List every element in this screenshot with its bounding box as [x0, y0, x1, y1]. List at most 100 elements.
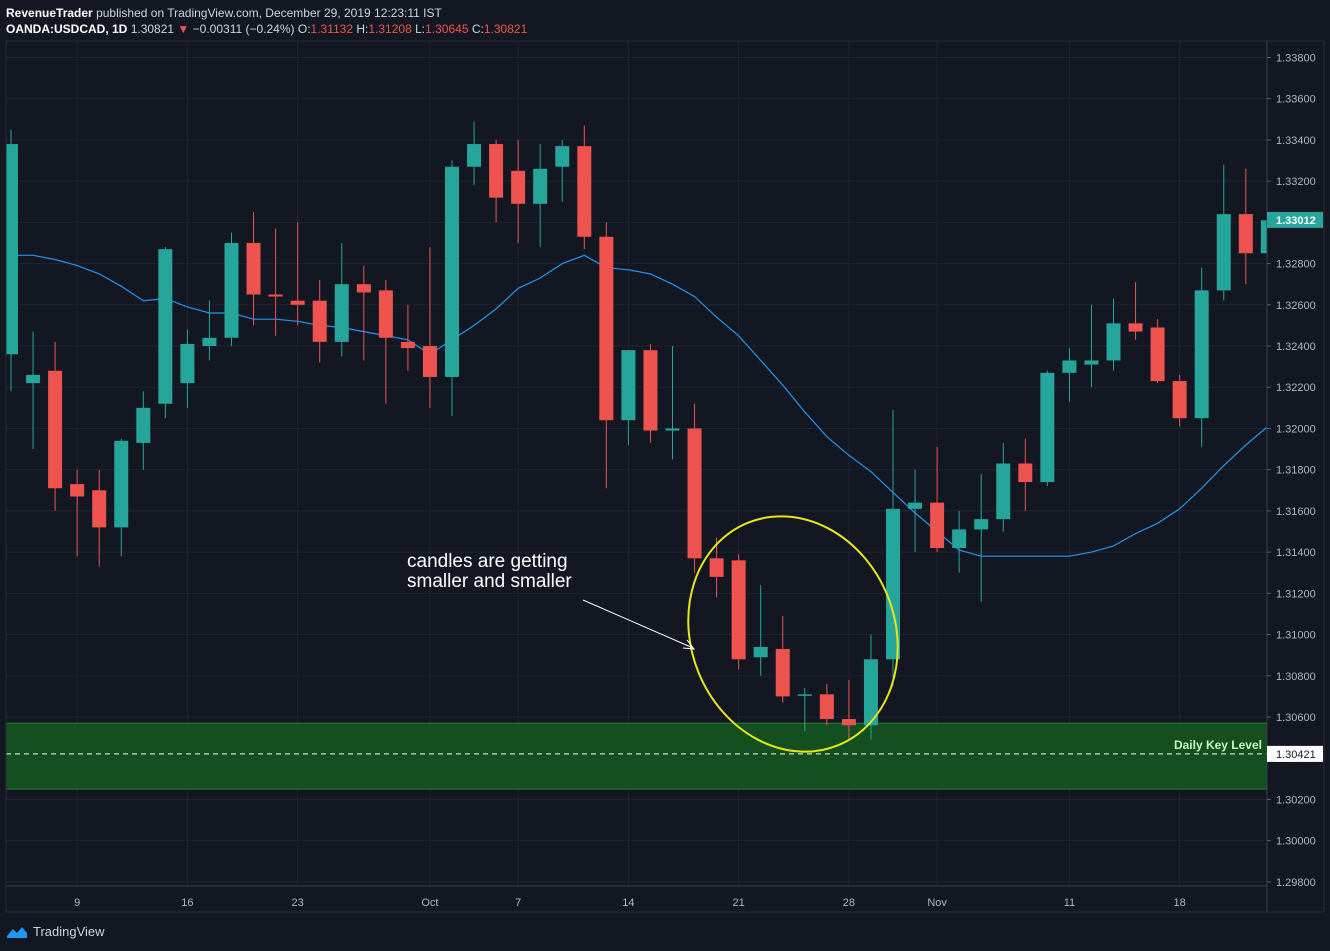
time-tick-label: 23 — [292, 897, 304, 909]
candle — [290, 222, 305, 326]
change-down-icon: ▼ — [177, 22, 190, 36]
candle-body — [511, 170, 526, 204]
candle — [92, 469, 107, 567]
candle-body — [422, 346, 437, 377]
candle — [577, 125, 592, 250]
chart-frame — [5, 40, 1325, 913]
annotation-arrow — [582, 599, 694, 649]
candle-body — [1150, 327, 1165, 382]
time-tick-label: Nov — [927, 897, 947, 909]
candle-body — [445, 166, 459, 377]
price-tick-label: 1.31400 — [1276, 547, 1316, 559]
candle — [400, 304, 415, 371]
candle — [775, 616, 790, 703]
time-tick-label: Oct — [421, 897, 438, 909]
time-tick-label: 21 — [733, 897, 745, 909]
candle-body — [1106, 323, 1121, 361]
candle — [797, 688, 812, 732]
price-tick-label: 1.29800 — [1276, 877, 1316, 889]
time-tick-label: 14 — [622, 897, 634, 909]
price-tick-label: 1.32000 — [1276, 423, 1316, 435]
candle-body — [930, 502, 945, 548]
candle — [246, 212, 261, 326]
candle — [996, 442, 1011, 532]
price-tick-label: 1.30000 — [1276, 836, 1316, 848]
price-tick-label: 1.30800 — [1276, 671, 1316, 683]
price-tick-label: 1.31200 — [1276, 588, 1316, 600]
candle-body — [356, 284, 371, 293]
candle-body — [224, 242, 239, 338]
price-tick-label: 1.33400 — [1276, 135, 1316, 147]
low-label: L: — [415, 22, 426, 36]
candle — [841, 679, 856, 740]
candle-body — [753, 646, 768, 658]
close-value: 1.30821 — [483, 22, 528, 36]
candle — [1260, 220, 1267, 254]
candle — [422, 247, 437, 408]
candle — [136, 391, 151, 470]
candle-body — [1260, 220, 1267, 254]
candle-body — [952, 529, 967, 548]
candle — [1172, 374, 1187, 427]
time-tick-label: 28 — [843, 897, 855, 909]
candle-body — [312, 300, 327, 342]
annotation-text-line1: candles are getting — [407, 551, 568, 572]
candle-body — [1018, 463, 1033, 483]
candle — [1238, 168, 1253, 285]
candle-body — [908, 502, 923, 509]
candle — [1106, 298, 1121, 371]
candle-body — [6, 144, 18, 355]
candle — [467, 121, 482, 186]
candle-body — [70, 484, 85, 497]
candle-body — [1062, 360, 1077, 373]
annotation-text-line2: smaller and smaller — [407, 571, 572, 592]
candle-body — [819, 694, 834, 720]
candle-body — [202, 337, 217, 347]
candle — [533, 144, 548, 248]
open-value: 1.31132 — [310, 22, 354, 36]
symbol-info: OANDA:USDCAD, 1D 1.30821 ▼ −0.00311 (−0.… — [6, 21, 527, 37]
footer-brand[interactable]: TradingView — [6, 924, 105, 939]
candle-body — [577, 146, 592, 237]
time-tick-label: 18 — [1174, 897, 1186, 909]
candle-body — [841, 719, 856, 726]
price-tick-label: 1.33600 — [1276, 94, 1316, 106]
candle-body — [1084, 360, 1099, 365]
candle — [621, 350, 636, 445]
candle — [1084, 304, 1099, 388]
candle-body — [886, 508, 900, 660]
candle — [268, 228, 283, 336]
moving-average-line — [11, 254, 1267, 557]
candle-body — [621, 350, 636, 421]
candle-body — [1172, 381, 1187, 419]
candle — [819, 684, 834, 726]
close-label: C: — [471, 22, 484, 36]
candle-body — [1040, 372, 1055, 483]
axes: 1.338001.336001.334001.332001.330001.328… — [5, 40, 1325, 913]
candle — [1018, 438, 1033, 511]
candle-body — [555, 146, 570, 167]
price-tick-label: 1.33200 — [1276, 176, 1316, 188]
candle-body — [467, 144, 482, 167]
published-text: published on TradingView.com, December 2… — [96, 6, 442, 20]
candle — [489, 139, 504, 223]
publisher-name[interactable]: RevenueTrader — [6, 6, 93, 20]
price-change: −0.00311 (−0.24%) — [192, 22, 295, 36]
open-label: O: — [297, 22, 311, 36]
candle — [599, 222, 614, 489]
candle — [445, 160, 459, 417]
candle — [555, 139, 570, 202]
key-level-band — [6, 722, 1267, 790]
candle-body — [26, 374, 41, 384]
key-level-price-tag — [1267, 745, 1323, 762]
price-tick-label: 1.30200 — [1276, 794, 1316, 806]
price-tick-label: 1.32600 — [1276, 300, 1316, 312]
candle-body — [1238, 214, 1253, 254]
candle-body — [1194, 290, 1209, 419]
candle-body — [1128, 323, 1143, 332]
candle-body — [665, 428, 680, 431]
candle-body — [48, 370, 63, 489]
time-tick-label: 16 — [181, 897, 193, 909]
current-price-label: 1.33012 — [1276, 215, 1316, 227]
